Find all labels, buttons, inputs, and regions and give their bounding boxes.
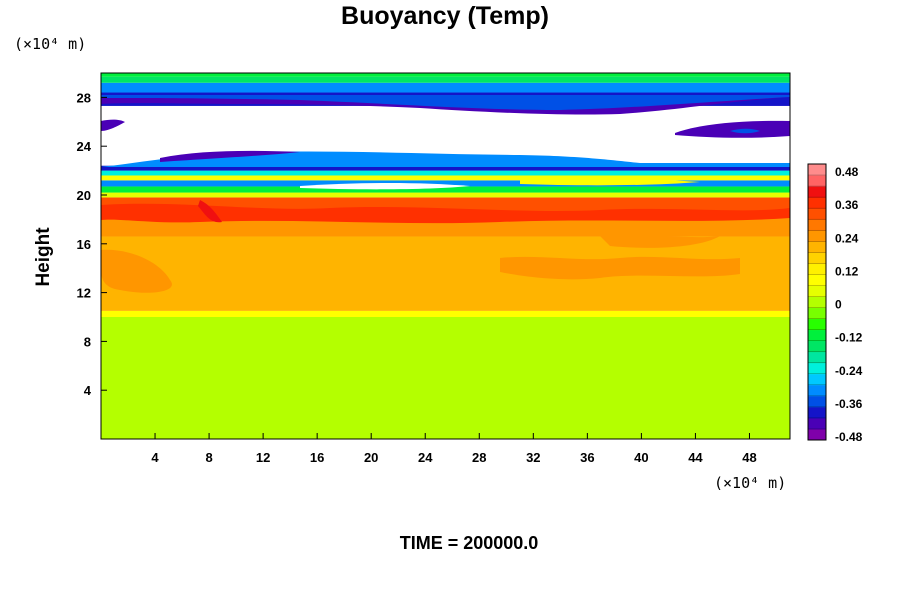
colorbar-segment bbox=[808, 307, 826, 320]
y-tick-label: 12 bbox=[77, 286, 91, 301]
colorbar-segment bbox=[808, 351, 826, 364]
colorbar-label: 0.24 bbox=[835, 231, 859, 245]
right-lens-core bbox=[730, 128, 760, 134]
y-tick-label: 24 bbox=[77, 139, 92, 154]
band-top-edge bbox=[101, 151, 790, 167]
x-tick-label: 8 bbox=[205, 450, 212, 465]
x-tick-label: 12 bbox=[256, 450, 270, 465]
colorbar-segment bbox=[808, 384, 826, 397]
x-tick-label: 16 bbox=[310, 450, 324, 465]
colorbar-segment bbox=[808, 285, 826, 297]
time-label: TIME = 200000.0 bbox=[400, 533, 539, 553]
field-layer bbox=[101, 310, 790, 317]
right-lens bbox=[675, 120, 790, 138]
field-layer bbox=[101, 216, 790, 237]
field-layer bbox=[101, 186, 790, 193]
x-tick-label: 36 bbox=[580, 450, 594, 465]
plot-frame bbox=[100, 72, 791, 440]
x-tick-label: 44 bbox=[688, 450, 703, 465]
y-tick-label: 8 bbox=[84, 334, 91, 349]
colorbar-segment bbox=[808, 417, 826, 430]
field-layer bbox=[101, 180, 790, 187]
colorbar-segment bbox=[808, 186, 826, 198]
colorbar-label: 0.12 bbox=[835, 264, 859, 278]
colorbar-segment bbox=[808, 406, 826, 419]
colorbar-segment bbox=[808, 373, 826, 386]
colorbar-frame bbox=[807, 163, 827, 441]
colorbar bbox=[807, 163, 827, 441]
colorbar-segment bbox=[808, 219, 826, 231]
colorbar-segment bbox=[808, 252, 826, 264]
warm-streak bbox=[198, 200, 222, 223]
band-streak bbox=[520, 177, 700, 186]
field-layer bbox=[101, 175, 790, 181]
field-layer bbox=[101, 192, 790, 198]
yellow-patch bbox=[600, 234, 720, 248]
yellow-patch bbox=[101, 249, 172, 293]
x-tick-label: 4 bbox=[151, 450, 159, 465]
colorbar-segment bbox=[808, 274, 826, 286]
x-tick-label: 48 bbox=[742, 450, 756, 465]
y-tick-label: 20 bbox=[77, 188, 91, 203]
x-unit-label: (×10⁴ m) bbox=[714, 474, 786, 492]
colorbar-segment bbox=[808, 362, 826, 375]
x-tick-label: 20 bbox=[364, 450, 378, 465]
colorbar-label: 0 bbox=[835, 298, 842, 312]
upper-sheet bbox=[101, 95, 790, 110]
field-layer bbox=[101, 317, 790, 439]
x-tick-label: 32 bbox=[526, 450, 540, 465]
field-layer bbox=[101, 73, 790, 77]
field-layer bbox=[101, 82, 790, 93]
colorbar-label: 0.48 bbox=[835, 165, 859, 179]
colorbar-segment bbox=[808, 329, 826, 342]
colorbar-label: -0.36 bbox=[835, 397, 863, 411]
x-axis-ticks: 4 8 12 16 20 24 28 32 36 40 44 48 bbox=[151, 433, 757, 465]
field-layer bbox=[101, 76, 790, 83]
colorbar-label: -0.48 bbox=[835, 430, 863, 444]
colorbar-segment bbox=[808, 318, 826, 331]
y-axis-label: Height bbox=[33, 227, 54, 287]
colorbar-segment bbox=[808, 208, 826, 220]
chart-title: Buoyancy (Temp) bbox=[341, 2, 549, 30]
y-tick-label: 4 bbox=[84, 383, 92, 398]
warm-streak bbox=[101, 203, 790, 224]
gap-band bbox=[300, 183, 470, 190]
field-layer bbox=[101, 165, 790, 171]
heatmap-field bbox=[101, 73, 790, 439]
heatmap-features bbox=[101, 95, 790, 293]
left-blob bbox=[101, 119, 125, 131]
colorbar-segment bbox=[808, 296, 826, 309]
band-top-edge bbox=[160, 150, 300, 162]
colorbar-label: -0.24 bbox=[835, 364, 863, 378]
x-tick-label: 28 bbox=[472, 450, 486, 465]
colorbar-segment bbox=[808, 428, 826, 441]
y-axis-ticks: 4 8 12 16 20 24 28 bbox=[77, 90, 107, 398]
colorbar-segment bbox=[808, 175, 826, 187]
colorbar-segment bbox=[808, 340, 826, 353]
colorbar-segment bbox=[808, 263, 826, 275]
yellow-patch bbox=[500, 256, 740, 280]
colorbar-segment bbox=[808, 197, 826, 209]
colorbar-label: -0.12 bbox=[835, 331, 863, 345]
field-layer bbox=[101, 170, 790, 176]
colorbar-label: 0.36 bbox=[835, 198, 859, 212]
colorbar-segment bbox=[808, 164, 826, 176]
colorbar-labels: 0.48 0.36 0.24 0.12 0 -0.12 -0.24 -0.36 -0.48 bbox=[835, 165, 863, 444]
y-tick-label: 16 bbox=[77, 237, 91, 252]
colorbar-segment bbox=[808, 395, 826, 408]
y-tick-label: 28 bbox=[77, 90, 91, 105]
x-tick-label: 40 bbox=[634, 450, 648, 465]
y-unit-label: (×10⁴ m) bbox=[14, 35, 86, 53]
colorbar-segment bbox=[808, 241, 826, 253]
x-tick-label: 24 bbox=[418, 450, 433, 465]
colorbar-segment bbox=[808, 230, 826, 242]
